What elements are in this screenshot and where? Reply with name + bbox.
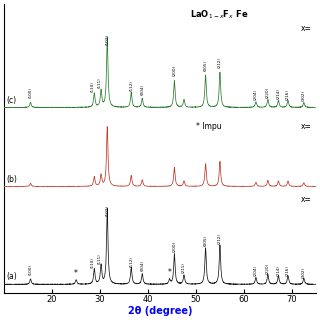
Text: x=: x= xyxy=(300,24,311,33)
Text: (302): (302) xyxy=(302,267,306,278)
Text: (216): (216) xyxy=(286,265,290,276)
Text: (112): (112) xyxy=(129,256,133,267)
Text: *: * xyxy=(168,268,172,277)
Text: (204): (204) xyxy=(254,265,258,276)
Text: (214): (214) xyxy=(276,89,280,100)
X-axis label: 2θ (degree): 2θ (degree) xyxy=(128,306,192,316)
Text: (211): (211) xyxy=(182,262,186,273)
Text: LaO$_{1-x}$F$_x$ Fe: LaO$_{1-x}$F$_x$ Fe xyxy=(190,9,248,21)
Text: (005): (005) xyxy=(204,235,208,246)
Text: (204): (204) xyxy=(254,89,258,100)
Text: (212): (212) xyxy=(218,233,222,244)
Text: (212): (212) xyxy=(218,57,222,68)
Text: * Impu: * Impu xyxy=(196,123,221,132)
Text: *: * xyxy=(74,268,78,277)
Text: (102): (102) xyxy=(105,34,109,45)
Text: (302): (302) xyxy=(302,90,306,101)
Text: (111): (111) xyxy=(98,77,102,88)
Text: (214): (214) xyxy=(276,265,280,276)
Text: (c): (c) xyxy=(7,96,17,105)
Text: x=: x= xyxy=(300,123,311,132)
Text: (200): (200) xyxy=(172,65,176,76)
Text: (216): (216) xyxy=(286,89,290,100)
Text: (220): (220) xyxy=(266,263,270,274)
Text: (110): (110) xyxy=(91,81,95,92)
Text: (a): (a) xyxy=(7,272,17,281)
Text: (004): (004) xyxy=(140,260,144,271)
Text: (100): (100) xyxy=(28,264,33,275)
Text: (005): (005) xyxy=(204,60,208,71)
Text: (004): (004) xyxy=(140,84,144,95)
Text: x=: x= xyxy=(300,195,311,204)
Text: (b): (b) xyxy=(7,175,17,184)
Text: (112): (112) xyxy=(129,80,133,91)
Text: (111): (111) xyxy=(98,253,102,264)
Text: (110): (110) xyxy=(91,257,95,268)
Text: (200): (200) xyxy=(172,241,176,252)
Text: (102): (102) xyxy=(105,205,109,216)
Text: (100): (100) xyxy=(28,87,33,98)
Text: (220): (220) xyxy=(266,87,270,98)
